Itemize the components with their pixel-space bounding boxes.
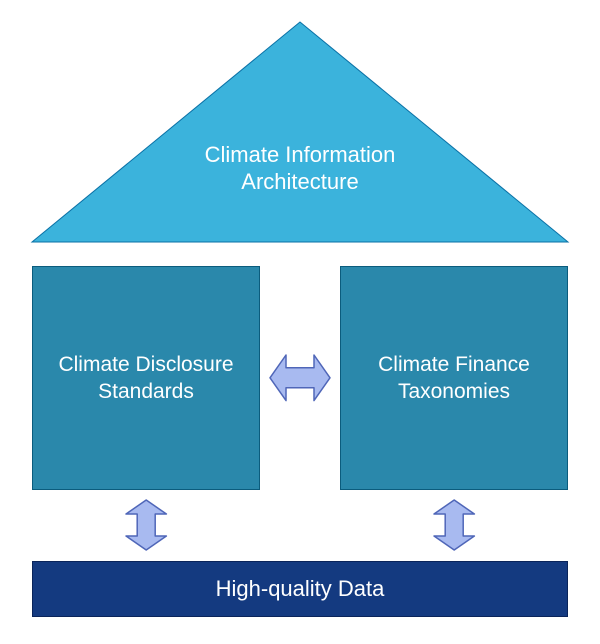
diagram-canvas: Climate InformationArchitecture Climate …	[0, 0, 600, 644]
arrow-vertical-right	[434, 500, 474, 555]
pillar-left-label: Climate DisclosureStandards	[58, 351, 233, 406]
pillar-right: Climate FinanceTaxonomies	[340, 266, 568, 490]
roof-label: Climate InformationArchitecture	[150, 141, 450, 196]
base-bar: High-quality Data	[32, 561, 568, 617]
arrow-vertical-left	[126, 500, 166, 555]
arrow-horizontal	[270, 355, 330, 406]
pillar-right-label: Climate FinanceTaxonomies	[378, 351, 530, 406]
pillar-left: Climate DisclosureStandards	[32, 266, 260, 490]
roof-outline	[0, 0, 600, 260]
base-label: High-quality Data	[216, 576, 385, 602]
